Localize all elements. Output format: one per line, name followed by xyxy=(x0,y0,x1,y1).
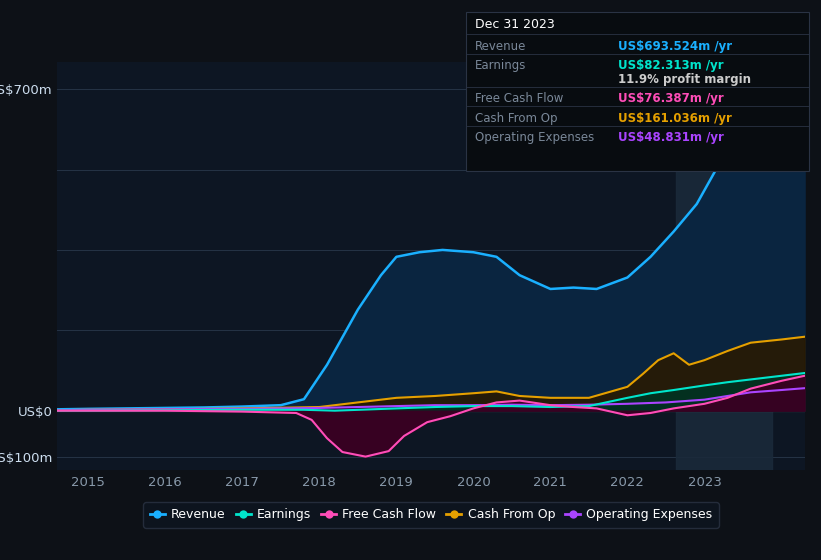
Text: US$161.036m /yr: US$161.036m /yr xyxy=(618,111,732,125)
Text: Revenue: Revenue xyxy=(475,40,526,53)
Text: Earnings: Earnings xyxy=(475,59,526,72)
Text: Operating Expenses: Operating Expenses xyxy=(475,131,594,144)
Text: US$693.524m /yr: US$693.524m /yr xyxy=(618,40,732,53)
Legend: Revenue, Earnings, Free Cash Flow, Cash From Op, Operating Expenses: Revenue, Earnings, Free Cash Flow, Cash … xyxy=(144,502,718,528)
Text: US$82.313m /yr: US$82.313m /yr xyxy=(618,59,724,72)
Text: US$76.387m /yr: US$76.387m /yr xyxy=(618,92,724,105)
Text: US$48.831m /yr: US$48.831m /yr xyxy=(618,131,724,144)
Text: Dec 31 2023: Dec 31 2023 xyxy=(475,18,554,31)
Bar xyxy=(676,62,772,470)
Text: Free Cash Flow: Free Cash Flow xyxy=(475,92,563,105)
Text: 11.9% profit margin: 11.9% profit margin xyxy=(618,73,751,86)
Text: Cash From Op: Cash From Op xyxy=(475,111,557,125)
